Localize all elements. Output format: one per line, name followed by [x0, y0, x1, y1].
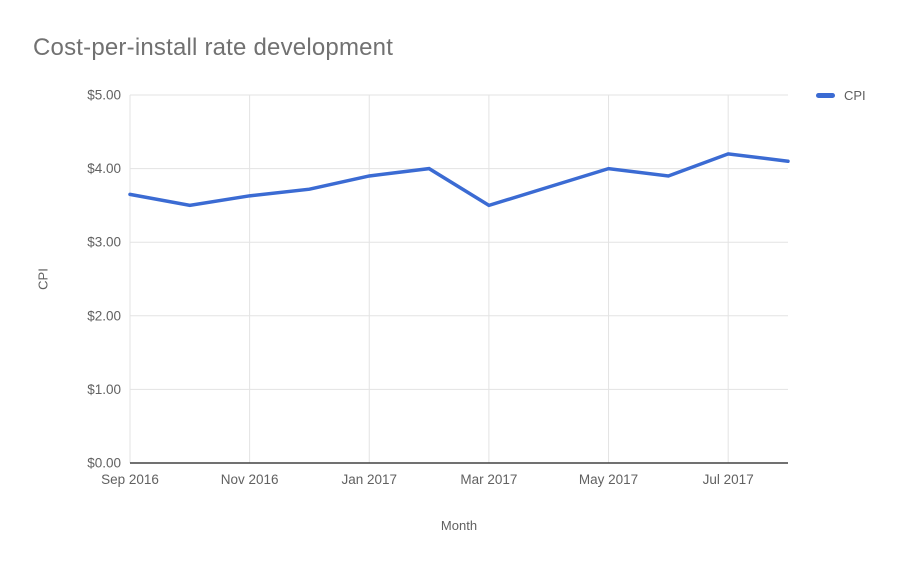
y-tick-label: $2.00	[87, 308, 121, 323]
x-tick-label: Sep 2016	[101, 472, 159, 487]
y-tick-label: $0.00	[87, 456, 121, 471]
x-tick-label: Jan 2017	[341, 472, 397, 487]
chart-legend: CPI	[816, 88, 866, 103]
chart-title: Cost-per-install rate development	[33, 34, 394, 61]
x-axis-title: Month	[440, 518, 478, 533]
x-tick-label: Nov 2016	[221, 472, 279, 487]
x-tick-label: Mar 2017	[460, 472, 517, 487]
y-tick-label: $3.00	[87, 235, 121, 250]
y-tick-label: $1.00	[87, 382, 121, 397]
legend-label-cpi: CPI	[844, 88, 866, 103]
x-tick-label: Jul 2017	[703, 472, 754, 487]
series-line-cpi	[128, 152, 790, 208]
y-axis-title: CPI	[35, 268, 51, 290]
x-tick-label: May 2017	[579, 472, 638, 487]
y-tick-label: $4.00	[87, 161, 121, 176]
y-tick-label: $5.00	[87, 88, 121, 103]
legend-swatch-cpi	[816, 93, 835, 98]
